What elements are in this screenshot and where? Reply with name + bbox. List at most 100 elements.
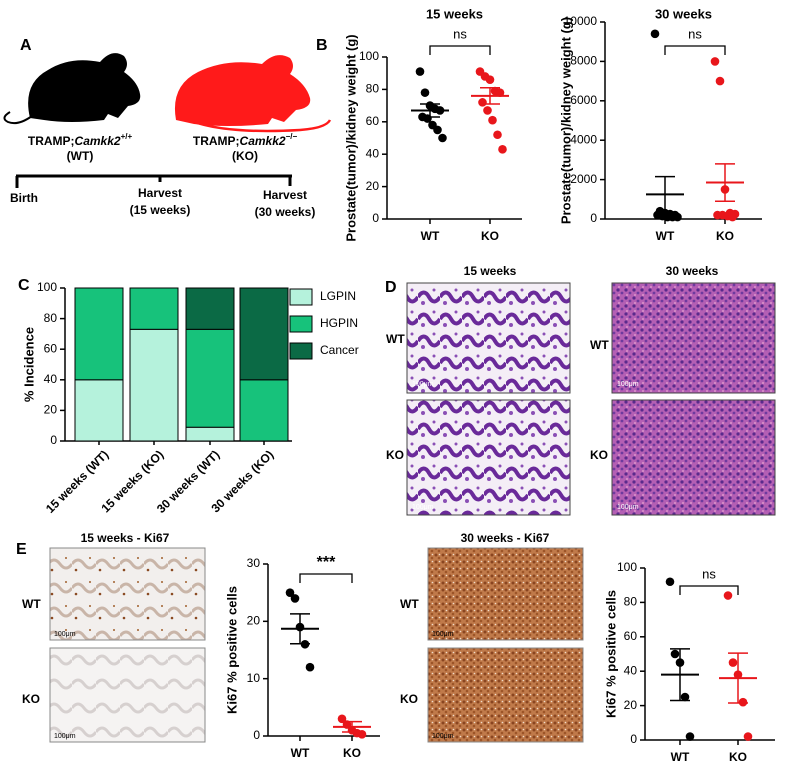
image-title: 15 weeks - Ki67 bbox=[81, 531, 170, 545]
bar-segment bbox=[74, 379, 124, 442]
micrograph bbox=[427, 547, 584, 641]
data-point bbox=[715, 76, 725, 86]
micrograph bbox=[427, 647, 584, 743]
mouse-group: (KO) bbox=[232, 149, 258, 163]
y-axis-label: % Incidence bbox=[21, 327, 36, 402]
data-point bbox=[488, 115, 497, 125]
y-tick-label: 80 bbox=[624, 595, 638, 609]
timeline-sub: (15 weeks) bbox=[130, 203, 191, 217]
x-tick-label: WT bbox=[656, 229, 675, 243]
y-axis-label: Prostate(tumor)/kidney weight (g) bbox=[343, 34, 358, 241]
y-tick-label: 80 bbox=[366, 82, 380, 96]
y-axis-label: Ki67 % positive cells bbox=[224, 586, 239, 714]
significance-label: *** bbox=[317, 554, 336, 571]
scale-bar-label: 100μm bbox=[412, 381, 434, 388]
bar-segment bbox=[185, 328, 235, 428]
row-label: KO bbox=[22, 692, 40, 706]
y-tick-label: 60 bbox=[44, 341, 58, 355]
row-label: WT bbox=[400, 597, 419, 611]
data-point bbox=[665, 577, 675, 587]
y-tick-label: 40 bbox=[44, 372, 58, 386]
y-tick-label: 10000 bbox=[564, 14, 598, 28]
y-tick-label: 4000 bbox=[570, 132, 597, 146]
data-point bbox=[420, 88, 430, 97]
genotype: −/− bbox=[286, 132, 298, 141]
significance-label: ns bbox=[688, 26, 702, 41]
row-label: KO bbox=[590, 448, 608, 462]
data-point bbox=[670, 649, 680, 659]
data-point bbox=[650, 29, 660, 39]
y-tick-label: 20 bbox=[366, 179, 380, 193]
bar-segment bbox=[185, 426, 235, 442]
significance-label: ns bbox=[453, 26, 467, 41]
mouse-label: TRAMP;Camkk2−/− bbox=[193, 132, 298, 148]
significance-bracket bbox=[679, 585, 739, 595]
y-tick-label: 0 bbox=[590, 211, 597, 225]
micrograph bbox=[611, 399, 776, 516]
significance-bracket bbox=[299, 573, 353, 583]
image-title: 30 weeks - Ki67 bbox=[461, 531, 550, 545]
timeline-label: Harvest bbox=[263, 188, 307, 202]
mouse-group: (WT) bbox=[67, 149, 94, 163]
y-tick-label: 40 bbox=[366, 146, 380, 160]
data-point bbox=[305, 662, 315, 672]
data-point bbox=[285, 588, 295, 597]
significance-bracket bbox=[664, 45, 726, 55]
y-tick-label: 10 bbox=[247, 671, 261, 685]
y-tick-label: 60 bbox=[366, 114, 380, 128]
micrograph bbox=[611, 282, 776, 394]
legend-label: Cancer bbox=[320, 343, 359, 357]
x-tick-label: KO bbox=[729, 750, 747, 764]
data-point bbox=[673, 212, 682, 222]
micrograph bbox=[49, 547, 206, 641]
mouse-label: TRAMP;Camkk2+/+ bbox=[28, 132, 133, 148]
bar-segment bbox=[239, 379, 289, 442]
scale-bars: 100μm 100μm 100μm 100μm bbox=[412, 381, 639, 511]
gene-name: Camkk2 bbox=[240, 134, 286, 148]
chart-title: 15 weeks bbox=[426, 6, 483, 21]
data-point bbox=[438, 133, 447, 143]
y-tick-label: 20 bbox=[624, 698, 638, 712]
mouse-wt bbox=[3, 53, 141, 125]
panel-label: D bbox=[385, 279, 397, 296]
y-tick-label: 6000 bbox=[570, 93, 597, 107]
y-tick-label: 30 bbox=[247, 556, 261, 570]
legend-swatch bbox=[289, 288, 313, 306]
data-point bbox=[493, 130, 502, 140]
timeline-sub: (30 weeks) bbox=[255, 205, 316, 219]
bar-segment bbox=[239, 287, 289, 381]
y-axis-label: Ki67 % positive cells bbox=[603, 590, 618, 718]
x-tick-label: WT bbox=[671, 750, 690, 764]
legend-label: HGPIN bbox=[320, 316, 358, 330]
bar-segment bbox=[185, 287, 235, 330]
data-point bbox=[728, 212, 737, 222]
data-point bbox=[290, 594, 300, 603]
data-point bbox=[680, 692, 690, 702]
data-point bbox=[478, 98, 487, 107]
row-label: WT bbox=[386, 332, 405, 346]
data-point bbox=[743, 732, 753, 741]
data-point bbox=[738, 697, 748, 707]
panel-label: A bbox=[20, 37, 32, 54]
x-tick-label: WT bbox=[291, 746, 310, 760]
y-tick-label: 0 bbox=[50, 433, 57, 447]
x-tick-label: KO bbox=[481, 229, 499, 243]
y-tick-label: 100 bbox=[37, 280, 57, 294]
significance-label: ns bbox=[702, 566, 716, 581]
y-tick-label: 80 bbox=[44, 311, 58, 325]
x-tick-label: WT bbox=[421, 229, 440, 243]
data-point bbox=[685, 732, 695, 741]
legend-label: LGPIN bbox=[320, 289, 356, 303]
timeline-label: Birth bbox=[10, 191, 38, 205]
scale-bar-label: 100μm bbox=[54, 733, 76, 740]
column-title: 30 weeks bbox=[666, 264, 719, 278]
timeline-label: Harvest bbox=[138, 186, 182, 200]
y-tick-label: 100 bbox=[359, 49, 379, 63]
chart-title: 30 weeks bbox=[655, 6, 712, 21]
y-tick-label: 8000 bbox=[570, 54, 597, 68]
y-axis-label: Prostate(tumor)/kidney weight (g) bbox=[558, 17, 573, 224]
y-tick-label: 0 bbox=[630, 732, 637, 746]
y-tick-label: 0 bbox=[253, 728, 260, 742]
data-point bbox=[710, 57, 720, 66]
